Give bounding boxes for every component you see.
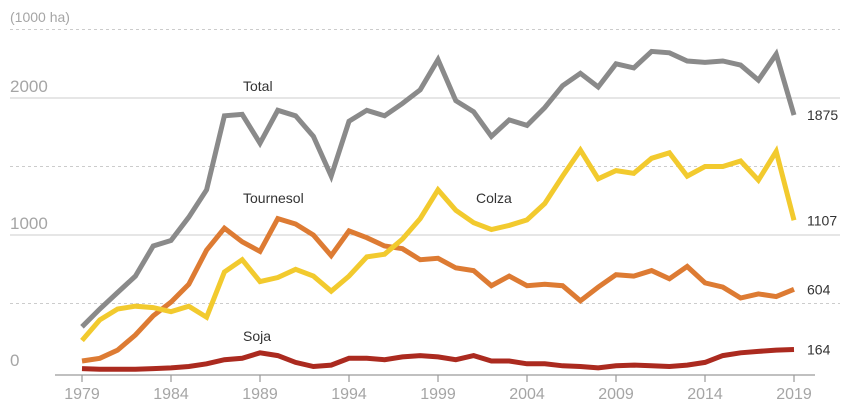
x-tick-label: 1994 <box>331 386 367 403</box>
grid <box>10 29 840 304</box>
series-name-total: Total <box>243 78 273 94</box>
x-tick-label: 1989 <box>242 386 278 403</box>
x-tick-label: 2019 <box>776 386 812 403</box>
series-line-colza <box>80 145 797 343</box>
series-name-soja: Soja <box>243 328 271 344</box>
series-labels: Total 1875 Tournesol 604 Colza 1107 Soja 164 <box>243 78 838 358</box>
series-name-colza: Colza <box>476 190 512 206</box>
x-tick-label: 1979 <box>64 386 100 403</box>
x-tick-label: 2014 <box>687 386 723 403</box>
x-tick-label: 2004 <box>509 386 545 403</box>
y-tick-label: 0 <box>10 351 19 370</box>
x-tick-label: 1999 <box>420 386 456 403</box>
x-axis: 1979 1984 1989 1994 1999 2004 2009 2014 2019 <box>55 374 815 403</box>
end-value-colza: 1107 <box>807 212 837 228</box>
series-line-tournesol <box>81 215 795 364</box>
series-name-tournesol: Tournesol <box>243 190 304 206</box>
x-tick-label: 2009 <box>598 386 634 403</box>
y-axis-ticks: 0 1000 2000 <box>10 77 48 370</box>
end-value-soja: 164 <box>807 342 831 358</box>
y-tick-label: 2000 <box>10 77 48 96</box>
end-value-tournesol: 604 <box>807 281 831 297</box>
end-value-total: 1875 <box>807 107 838 123</box>
series-lines <box>80 48 797 372</box>
series-line-total <box>80 48 797 329</box>
y-tick-label: 1000 <box>10 214 48 233</box>
unit-label: (1000 ha) <box>10 9 70 25</box>
x-tick-label: 1984 <box>153 386 189 403</box>
series-line-soja <box>81 347 795 372</box>
